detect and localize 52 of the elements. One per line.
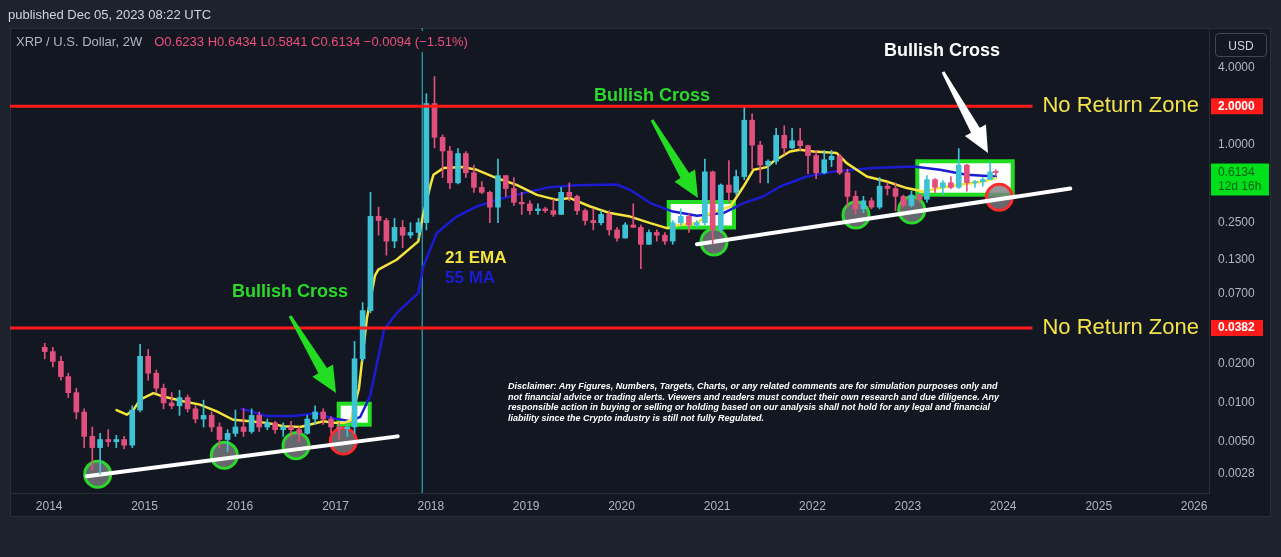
annotation: Bullish Cross bbox=[883, 39, 1001, 61]
annotation: Bullish Cross bbox=[231, 280, 349, 302]
series-label: 55 MA bbox=[445, 267, 496, 287]
x-tick-label: 2024 bbox=[989, 498, 1017, 513]
candlestick bbox=[590, 208, 597, 231]
x-tick-label: 2018 bbox=[417, 498, 445, 513]
y-tick-label: 0.0100 bbox=[1218, 395, 1256, 410]
candlestick bbox=[97, 433, 103, 475]
text: O0.6233 H0.6434 L0.5841 C0.6134 −0.0094 (−1.51%) bbox=[154, 34, 468, 49]
y-tick-label: 0.2500 bbox=[1218, 215, 1256, 230]
x-tick-label: 2017 bbox=[322, 498, 350, 513]
series-label: 21 EMA bbox=[445, 247, 507, 267]
x-tick-label: 2016 bbox=[226, 498, 254, 513]
candlestick bbox=[280, 422, 287, 437]
x-tick-label: 2019 bbox=[512, 498, 540, 513]
text: XRP / U.S. Dollar, 2W bbox=[16, 34, 143, 49]
y-tick-label: 0.0050 bbox=[1218, 434, 1256, 449]
candlestick bbox=[105, 429, 112, 447]
ref-line-label: No Return Zone bbox=[1042, 92, 1199, 118]
x-tick-label: 2026 bbox=[1180, 498, 1208, 513]
annotation: Disclaimer: Any Figures, Numbers, Targets, Charts, or any related comments are for simulation purposes only and not financial advice or trading alerts. Viewers and readers must conduct their own research and due diligence. Any responsible action in buying or selling or holding based on our analysis shall not hold for any legal and financial liability since the Crypto industry is still not fully Regulated. bbox=[508, 381, 1000, 423]
candlestick bbox=[993, 169, 999, 176]
candlestick bbox=[288, 420, 294, 437]
y-tick-label: 0.0700 bbox=[1218, 286, 1256, 301]
candlestick bbox=[972, 180, 978, 188]
y-tick-label: 0.1300 bbox=[1218, 251, 1256, 266]
y-tick-label: 0.0382 bbox=[1218, 320, 1256, 335]
ref-line-label: No Return Zone bbox=[1042, 313, 1199, 339]
y-tick-label: 4.0000 bbox=[1218, 59, 1256, 74]
x-tick-label: 2021 bbox=[703, 498, 731, 513]
candlestick bbox=[518, 192, 525, 215]
candlestick bbox=[765, 159, 771, 184]
candlestick bbox=[168, 392, 175, 410]
x-tick-label: 2023 bbox=[894, 498, 922, 513]
x-tick-label: 2025 bbox=[1085, 498, 1113, 513]
y-tick-label: 1.0000 bbox=[1218, 137, 1256, 152]
candlestick bbox=[566, 182, 573, 202]
text: 12d 16h bbox=[1218, 178, 1262, 193]
annotation: Bullish Cross bbox=[593, 84, 711, 106]
y-tick-label: 0.0028 bbox=[1218, 466, 1256, 481]
x-tick-label: 2015 bbox=[131, 498, 159, 513]
candlestick bbox=[630, 203, 637, 228]
x-tick-label: 2020 bbox=[608, 498, 636, 513]
candlestick bbox=[726, 160, 732, 203]
unit-button: USD bbox=[1215, 33, 1267, 57]
y-tick-label: 0.0200 bbox=[1218, 356, 1256, 371]
x-tick-label: 2014 bbox=[35, 498, 63, 513]
text: published Dec 05, 2023 08:22 UTC bbox=[8, 7, 212, 22]
y-tick-label: 0.6134 bbox=[1218, 164, 1256, 179]
y-tick-label: 2.0000 bbox=[1218, 98, 1256, 113]
x-tick-label: 2022 bbox=[799, 498, 827, 513]
candlestick bbox=[113, 435, 120, 448]
